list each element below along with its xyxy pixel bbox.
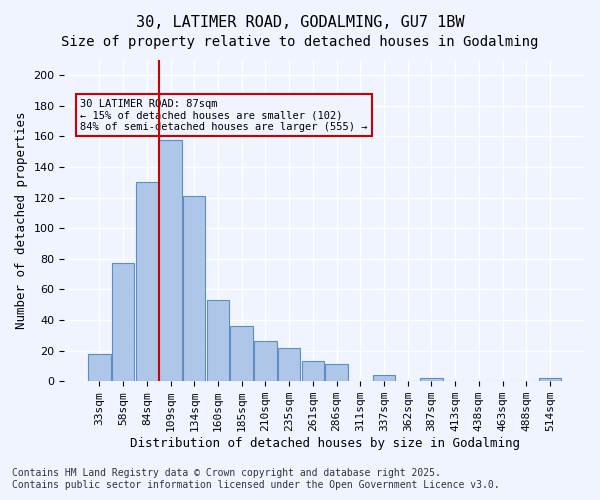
X-axis label: Distribution of detached houses by size in Godalming: Distribution of detached houses by size … — [130, 437, 520, 450]
Text: Size of property relative to detached houses in Godalming: Size of property relative to detached ho… — [61, 35, 539, 49]
Text: Contains HM Land Registry data © Crown copyright and database right 2025.
Contai: Contains HM Land Registry data © Crown c… — [12, 468, 500, 490]
Bar — [539, 378, 562, 381]
Bar — [230, 326, 253, 381]
Bar — [278, 348, 301, 381]
Text: 30, LATIMER ROAD, GODALMING, GU7 1BW: 30, LATIMER ROAD, GODALMING, GU7 1BW — [136, 15, 464, 30]
Bar — [159, 140, 182, 381]
Bar — [112, 264, 134, 381]
Bar — [136, 182, 158, 381]
Bar — [325, 364, 348, 381]
Bar — [88, 354, 110, 381]
Bar — [183, 196, 205, 381]
Text: 30 LATIMER ROAD: 87sqm
← 15% of detached houses are smaller (102)
84% of semi-de: 30 LATIMER ROAD: 87sqm ← 15% of detached… — [80, 98, 368, 132]
Bar — [254, 342, 277, 381]
Bar — [373, 375, 395, 381]
Y-axis label: Number of detached properties: Number of detached properties — [15, 112, 28, 330]
Bar — [420, 378, 443, 381]
Bar — [206, 300, 229, 381]
Bar — [302, 362, 324, 381]
